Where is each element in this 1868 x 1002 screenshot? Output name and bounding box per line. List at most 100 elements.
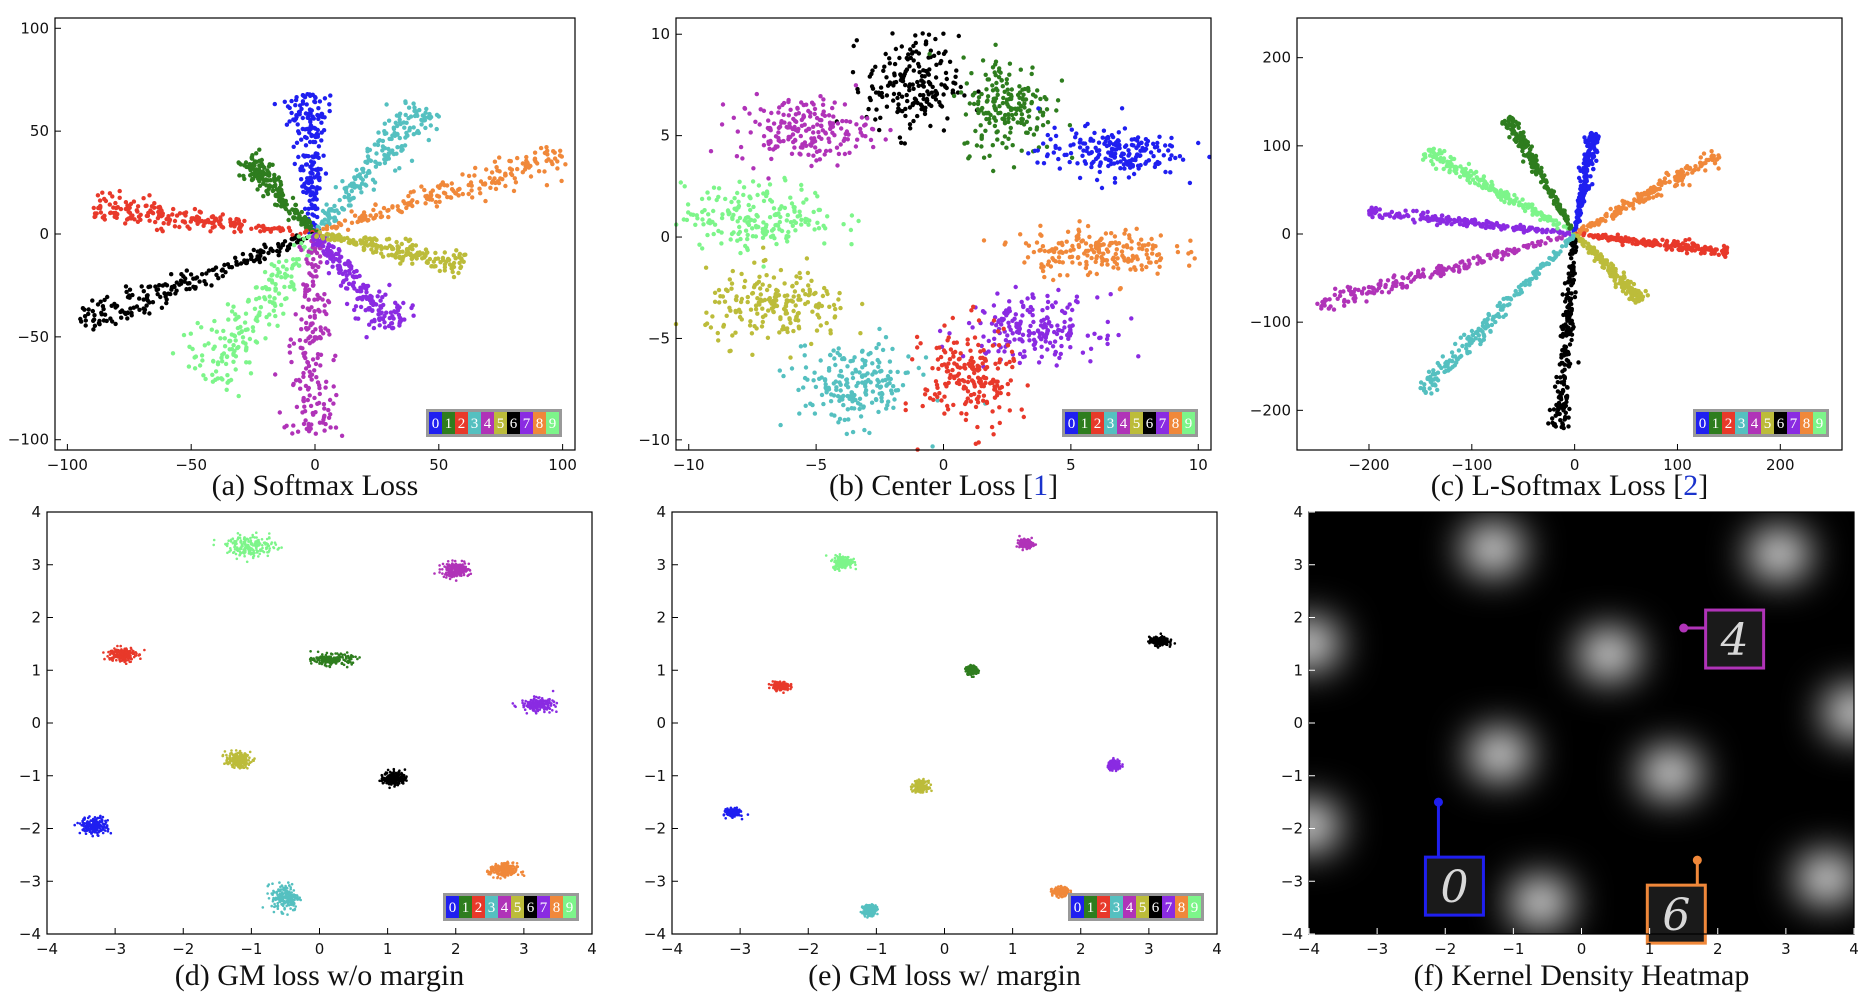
point (262, 228, 267, 233)
point (1057, 259, 1062, 265)
point (380, 138, 386, 144)
point (544, 183, 550, 188)
point (1020, 339, 1025, 344)
point (1408, 279, 1414, 284)
point (741, 185, 747, 190)
point (435, 184, 441, 189)
point (302, 214, 308, 220)
point (1040, 268, 1046, 274)
point (969, 366, 975, 371)
point (1088, 346, 1094, 351)
point (135, 219, 141, 224)
point (407, 237, 413, 242)
point (372, 319, 377, 324)
point (966, 374, 972, 380)
point (1166, 148, 1171, 153)
point (1083, 241, 1089, 246)
point (1113, 151, 1118, 156)
point (1342, 303, 1347, 308)
point (766, 308, 771, 313)
point (306, 111, 312, 116)
point (1035, 88, 1040, 93)
point (1149, 236, 1154, 242)
point (379, 251, 384, 256)
point (1008, 125, 1013, 131)
point (1002, 242, 1007, 247)
point (337, 197, 342, 203)
point (403, 99, 408, 104)
point (1150, 246, 1155, 251)
point (201, 373, 206, 378)
point (1134, 226, 1139, 231)
point (985, 77, 990, 82)
point (737, 229, 743, 235)
point (1425, 209, 1430, 215)
point (935, 394, 940, 400)
point (725, 288, 730, 294)
point (764, 287, 770, 293)
point (908, 55, 913, 61)
point (384, 245, 390, 251)
point (358, 238, 363, 243)
point (1148, 150, 1154, 155)
point (911, 118, 916, 124)
point (303, 338, 308, 344)
point (313, 151, 318, 156)
point (503, 171, 508, 176)
point (803, 403, 808, 408)
point (376, 139, 381, 144)
point (792, 208, 797, 213)
point (306, 154, 311, 159)
point (910, 357, 915, 362)
point (322, 303, 327, 308)
point (427, 197, 432, 202)
point (137, 296, 142, 301)
point (319, 221, 324, 226)
point (984, 87, 989, 92)
point (386, 118, 392, 123)
point (1111, 255, 1116, 260)
point (737, 179, 742, 184)
cluster-class-3 (306, 99, 441, 239)
point (873, 90, 879, 95)
point (342, 236, 347, 241)
point (954, 68, 959, 73)
point (870, 86, 876, 91)
point (1460, 259, 1465, 264)
point (1441, 219, 1447, 224)
point (1140, 246, 1145, 252)
point (209, 220, 214, 226)
point (984, 399, 989, 404)
point (893, 79, 899, 85)
point (1046, 321, 1051, 326)
point (760, 314, 766, 320)
point (317, 295, 322, 300)
point (786, 229, 791, 235)
point (815, 194, 820, 199)
point (442, 268, 447, 273)
point (861, 404, 866, 409)
point (933, 36, 938, 42)
point (997, 104, 1002, 109)
point (745, 294, 750, 300)
point (939, 398, 944, 403)
point (1449, 162, 1454, 167)
point (333, 353, 338, 358)
point (806, 222, 811, 227)
point (1532, 243, 1537, 249)
point (1437, 267, 1442, 272)
point (1098, 335, 1103, 340)
point (366, 168, 372, 174)
point (321, 402, 327, 407)
point (220, 267, 225, 272)
point (841, 402, 846, 408)
point (247, 162, 252, 167)
point (299, 317, 304, 322)
point (979, 135, 984, 140)
point (185, 281, 191, 286)
point (1052, 125, 1057, 130)
point (1065, 229, 1071, 234)
point (270, 184, 275, 189)
point (785, 329, 790, 335)
point (832, 356, 837, 361)
